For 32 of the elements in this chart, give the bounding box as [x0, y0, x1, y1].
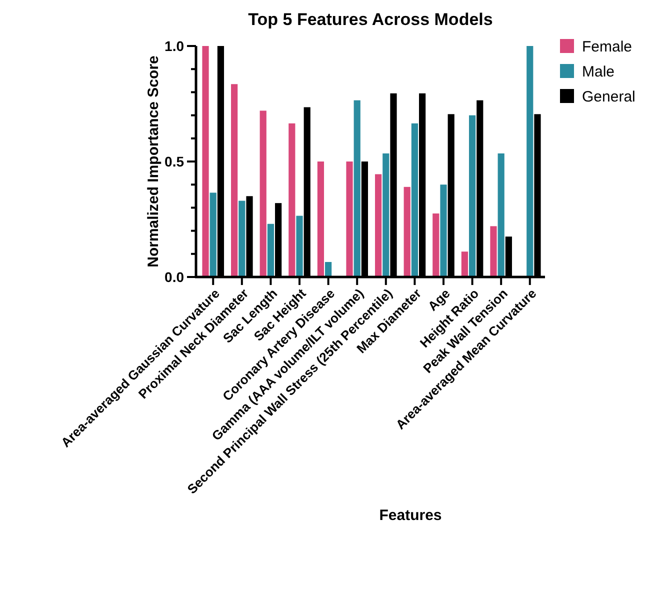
- bar: [498, 153, 504, 277]
- bar: [461, 252, 468, 277]
- bar: [238, 200, 246, 277]
- bar: [260, 110, 266, 277]
- bar: [411, 123, 418, 277]
- bar: [296, 216, 303, 277]
- legend-label: Female: [582, 38, 632, 56]
- bar: [404, 186, 410, 277]
- bar: [210, 192, 216, 277]
- bar: [375, 174, 382, 277]
- bar: [468, 115, 476, 277]
- bar: [432, 213, 440, 277]
- y-tick-label: 0.5: [164, 153, 184, 170]
- bar: [202, 46, 209, 277]
- bar: [346, 162, 353, 277]
- bar: [354, 100, 360, 277]
- bar: [231, 84, 238, 277]
- bar: [317, 162, 324, 277]
- bar: [526, 46, 534, 277]
- bar: [325, 262, 332, 277]
- bar: [382, 153, 390, 277]
- y-axis-title: Normalized Importance Score: [145, 56, 162, 268]
- legend-label: Male: [582, 63, 615, 80]
- bar: [288, 123, 296, 277]
- bar: [267, 224, 274, 277]
- bar: [440, 184, 447, 277]
- y-tick-label: 0.0: [164, 268, 184, 285]
- chart-title: Top 5 Features Across Models: [248, 10, 493, 29]
- y-tick-label: 1.0: [164, 38, 184, 54]
- bar: [490, 226, 497, 277]
- legend-label: General: [582, 88, 636, 106]
- x-axis-title: Features: [379, 507, 442, 524]
